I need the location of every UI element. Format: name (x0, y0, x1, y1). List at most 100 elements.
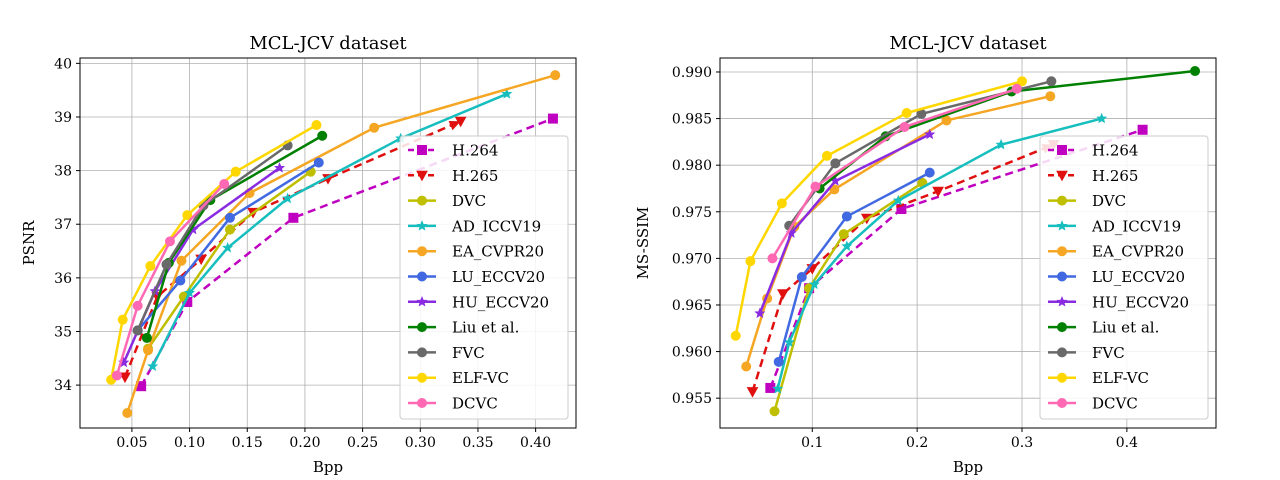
chart-2-point-dcvc (767, 253, 778, 264)
chart-1-legend-item-h-265: H.265 (408, 167, 498, 185)
chart-2-legend-item-fvc: FVC (1048, 344, 1125, 362)
chart-2-line-dvc (773, 181, 924, 412)
chart-2-legend-label-h-264: H.264 (1092, 142, 1138, 160)
chart-1-line-h-265 (123, 120, 462, 378)
chart-2-legend-label-fvc: FVC (1092, 344, 1125, 362)
chart-1-x-tick-label: 0.35 (462, 435, 493, 451)
chart-1-legend-item-hu-eccv20: HU_ECCV20 (408, 293, 549, 311)
chart-1-x-tick-label: 0.20 (289, 435, 320, 451)
chart-2-legend-marker-ad-iccv19 (1056, 220, 1068, 231)
chart-1-legend-item-elf-vc: ELF-VC (408, 369, 509, 387)
chart-2-point-dvc (769, 406, 780, 417)
chart-1-point-dvc (224, 224, 235, 235)
chart-1-legend-label-dcvc: DCVC (452, 395, 498, 413)
chart-2-point-h-265 (746, 387, 759, 398)
chart-2-point-dcvc (810, 181, 821, 192)
chart-1-x-tick-label: 0.15 (232, 435, 263, 451)
chart-1-point-lu-eccv20 (224, 212, 235, 223)
chart-2-point-h-264 (1137, 124, 1148, 135)
chart-1-legend-item-dcvc: DCVC (408, 395, 498, 413)
chart-2-point-elf-vc (1017, 76, 1028, 87)
chart-1-series-ea-cvpr20 (122, 70, 561, 418)
chart-2-y-axis-label: MS-SSIM (634, 207, 652, 280)
chart-1-point-lu-eccv20 (313, 157, 324, 168)
chart-1-legend-label-hu-eccv20: HU_ECCV20 (452, 293, 549, 311)
chart-1-legend-marker-h-265 (416, 170, 428, 182)
chart-1-point-lu-eccv20 (175, 275, 186, 286)
chart-1-legend-marker-hu-eccv20 (416, 295, 428, 307)
chart-2-legend-marker-lu-eccv20 (1057, 271, 1067, 282)
chart-1-legend-item-h-264: H.264 (408, 142, 498, 160)
chart-1-y-tick-label: 35 (54, 324, 72, 340)
chart-1-line-dcvc (115, 183, 226, 376)
chart-2-point-lu-eccv20 (924, 167, 935, 178)
chart-2-point-h-265 (777, 289, 789, 300)
chart-2-point-ad-iccv19 (808, 278, 820, 290)
chart-2-legend-item-elf-vc: ELF-VC (1048, 369, 1149, 387)
chart-2-point-ea-cvpr20 (941, 115, 952, 126)
chart-2-y-tick-label: 0.990 (672, 65, 712, 81)
chart-1-legend-marker-fvc (417, 347, 427, 358)
chart-1-point-hu-eccv20 (274, 162, 286, 173)
chart-1-line-fvc (136, 144, 289, 331)
chart-2-point-h-265 (932, 186, 944, 198)
chart-2-series-lu-eccv20 (773, 167, 935, 367)
chart-1-legend-item-dvc: DVC (408, 192, 486, 210)
chart-1-point-h-264 (288, 212, 299, 223)
chart-2-legend-marker-fvc (1057, 347, 1067, 358)
chart-1-point-ad-iccv19 (222, 242, 234, 253)
chart-2-legend-item-h-264: H.264 (1048, 142, 1138, 160)
chart-1-line-ea-cvpr20 (126, 73, 556, 414)
chart-2-series-elf-vc (730, 76, 1028, 341)
chart-1-y-tick-label: 40 (54, 56, 72, 72)
chart-1-point-ad-iccv19 (184, 287, 196, 298)
chart-2-legend-item-liu-et-al: Liu et al. (1048, 319, 1159, 337)
chart-2-y-tick-label: 0.965 (672, 298, 712, 314)
chart-1-legend-label-liu-et-al: Liu et al. (452, 319, 519, 337)
chart-1-x-axis-label: Bpp (313, 458, 343, 476)
chart-2-x-tick-label: 0.2 (906, 435, 928, 451)
chart-2-legend-marker-h-264 (1057, 145, 1067, 155)
chart-1-legend-marker-liu-et-al (417, 322, 427, 333)
chart-2-point-lu-eccv20 (796, 272, 807, 283)
chart-1-x-tick-label: 0.10 (174, 435, 205, 451)
chart-1-legend-marker-elf-vc (417, 372, 427, 383)
chart-1-point-ad-iccv19 (282, 192, 294, 204)
chart-2-point-ea-cvpr20 (741, 361, 752, 372)
chart-1-y-tick-label: 37 (54, 217, 72, 233)
chart-1-point-fvc (161, 259, 172, 270)
chart-1-legend-marker-h-264 (417, 145, 427, 155)
chart-2-line-h-265 (751, 143, 1054, 393)
chart-2-x-tick-label: 0.1 (801, 435, 823, 451)
chart-1: 0.05 0.10 0.15 0.20 0.25 0.30 0.35 0.40 34 35 36 37… (20, 33, 577, 476)
chart-2-point-lu-eccv20 (773, 356, 784, 367)
chart-1-point-ea-cvpr20 (143, 345, 154, 356)
chart-2-point-elf-vc (821, 150, 832, 161)
chart-1-point-ea-cvpr20 (122, 407, 133, 418)
chart-2-point-elf-vc (776, 198, 787, 209)
chart-2-line-hu-eccv20 (758, 133, 931, 314)
chart-2-point-fvc (830, 158, 841, 169)
chart-2-y-tick-label: 0.980 (672, 158, 712, 174)
chart-2-legend-label-elf-vc: ELF-VC (1092, 369, 1149, 387)
chart-1-point-dcvc (132, 300, 143, 311)
chart-1-plot-frame (79, 57, 577, 429)
chart-1-point-ea-cvpr20 (550, 70, 561, 81)
chart-1-y-tick-label: 36 (54, 271, 72, 287)
chart-1-point-ea-cvpr20 (176, 255, 187, 266)
chart-1-line-ad-iccv19 (151, 92, 508, 367)
chart-2-line-elf-vc (734, 80, 1023, 336)
chart-2-point-ad-iccv19 (995, 138, 1007, 150)
chart-1-y-axis-label: PSNR (20, 220, 38, 265)
chart-2-series-ad-iccv19 (772, 112, 1108, 394)
chart-1-legend-item-liu-et-al: Liu et al. (408, 319, 519, 337)
chart-2-point-ad-iccv19 (892, 194, 904, 206)
chart-2-series-fvc (784, 76, 1057, 231)
chart-2-point-ad-iccv19 (841, 240, 853, 251)
chart-1-legend-item-fvc: FVC (408, 344, 485, 362)
chart-1-x-tick-label: 0.05 (116, 435, 147, 451)
chart-2-point-dcvc (1011, 83, 1022, 94)
chart-2-legend-marker-dcvc (1057, 398, 1067, 408)
chart-2-legend-marker-hu-eccv20 (1056, 295, 1068, 307)
chart-1-legend-marker-dvc (417, 195, 427, 206)
